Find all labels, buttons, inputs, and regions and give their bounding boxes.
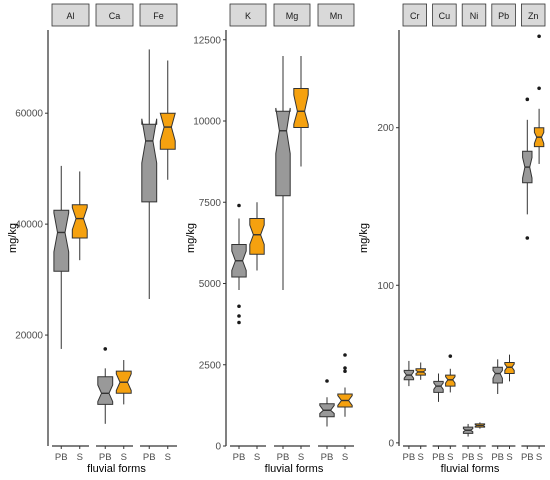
x-tick-label: PB	[432, 452, 445, 463]
x-tick-label: S	[121, 452, 127, 463]
x-tick-label: S	[506, 452, 512, 463]
box-outlier	[103, 347, 107, 351]
y-tick-label: 100	[377, 281, 394, 292]
facet-strip-label: Mn	[330, 11, 343, 21]
x-tick-label: PB	[99, 452, 112, 463]
facet-strip-label: Cr	[410, 11, 420, 21]
x-axis-label: fluvial forms	[87, 463, 146, 475]
box-s	[505, 363, 514, 374]
x-tick-label: PB	[233, 452, 246, 463]
box-outlier	[343, 369, 347, 373]
x-tick-label: S	[77, 452, 83, 463]
box-s	[446, 375, 455, 386]
box-pb	[434, 381, 443, 392]
y-tick-label: 12500	[193, 35, 221, 46]
x-tick-label: S	[342, 452, 348, 463]
x-tick-label: S	[254, 452, 260, 463]
x-tick-label: PB	[462, 452, 475, 463]
box-outlier	[526, 98, 530, 102]
box-outlier	[237, 321, 241, 325]
x-tick-label: PB	[491, 452, 504, 463]
facet-strip-label: Fe	[153, 11, 164, 21]
x-tick-label: PB	[143, 452, 156, 463]
box-outlier	[325, 379, 329, 383]
facet-strip-label: Al	[66, 11, 74, 21]
y-axis-label: mg/kg	[358, 223, 370, 253]
x-tick-label: S	[477, 452, 483, 463]
box-pb	[54, 210, 69, 271]
facet-strip-label: Ni	[470, 11, 479, 21]
facet-strip-label: Pb	[498, 11, 509, 21]
box-outlier	[237, 204, 241, 208]
box-s	[160, 113, 175, 149]
y-axis-label: mg/kg	[7, 223, 19, 253]
x-tick-label: S	[536, 452, 542, 463]
box-outlier	[537, 87, 541, 91]
facet-strip-label: K	[245, 11, 251, 21]
y-tick-label: 7500	[199, 198, 222, 209]
x-tick-label: PB	[521, 452, 534, 463]
y-tick-label: 20000	[15, 331, 43, 342]
x-axis-label: fluvial forms	[265, 463, 324, 475]
y-tick-label: 0	[388, 438, 394, 449]
facet-strip-label: Mg	[286, 11, 299, 21]
x-tick-label: PB	[321, 452, 334, 463]
y-axis-label: mg/kg	[185, 223, 197, 253]
box-outlier	[449, 354, 453, 358]
x-tick-label: S	[418, 452, 424, 463]
facet-strip-label: Ca	[109, 11, 121, 21]
x-tick-label: S	[298, 452, 304, 463]
facet-strip-label: Zn	[528, 11, 539, 21]
box-outlier	[237, 304, 241, 308]
x-tick-label: PB	[277, 452, 290, 463]
box-outlier	[237, 314, 241, 318]
y-tick-label: 2500	[199, 360, 222, 371]
box-outlier	[343, 366, 347, 370]
y-tick-label: 5000	[199, 279, 222, 290]
facet-strip-label: Cu	[439, 11, 451, 21]
x-tick-label: S	[447, 452, 453, 463]
box-pb	[493, 367, 502, 383]
y-tick-label: 200	[377, 123, 394, 134]
x-axis-label: fluvial forms	[441, 463, 500, 475]
box-pb	[98, 377, 113, 405]
box-outlier	[526, 236, 530, 240]
box-pb	[142, 119, 157, 202]
y-tick-label: 10000	[193, 117, 221, 128]
x-tick-label: PB	[55, 452, 68, 463]
y-tick-label: 40000	[15, 220, 43, 231]
x-tick-label: PB	[403, 452, 416, 463]
x-tick-label: S	[165, 452, 171, 463]
box-outlier	[343, 353, 347, 357]
box-pb	[276, 108, 290, 196]
y-tick-label: 60000	[15, 109, 43, 120]
y-tick-label: 0	[215, 442, 221, 453]
box-outlier	[537, 35, 541, 39]
